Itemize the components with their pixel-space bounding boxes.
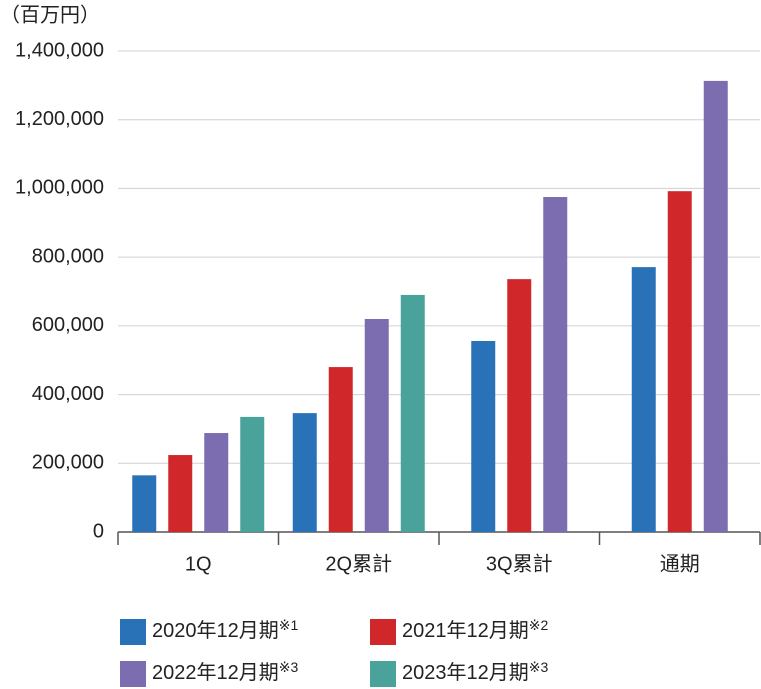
- bar: [507, 279, 532, 532]
- y-tick-label: 1,400,000: [15, 39, 104, 61]
- y-tick-label: 400,000: [32, 383, 104, 405]
- bar: [667, 191, 692, 533]
- bar: [328, 367, 353, 532]
- bar: [168, 455, 193, 532]
- y-tick-label: 200,000: [32, 452, 104, 474]
- bar: [364, 318, 389, 532]
- legend-label: 2022年12月期※3: [152, 659, 298, 685]
- bar: [543, 197, 568, 532]
- x-tick-label: 1Q: [185, 553, 212, 575]
- legend-swatch: [120, 661, 146, 687]
- x-tick-label: 通期: [660, 552, 700, 575]
- x-tick-label: 2Q累計: [325, 552, 392, 575]
- x-tick-label: 3Q累計: [486, 552, 553, 575]
- y-tick-label: 0: [93, 520, 104, 542]
- y-tick-label: 1,000,000: [15, 177, 104, 199]
- bar: [132, 475, 157, 532]
- legend-label: 2021年12月期※2: [402, 617, 548, 643]
- bar: [703, 80, 728, 532]
- y-tick-label: 1,200,000: [15, 108, 104, 130]
- y-tick-label: 800,000: [32, 245, 104, 267]
- bar: [400, 294, 425, 532]
- legend-label: 2023年12月期※3: [402, 659, 548, 685]
- legend-label: 2020年12月期※1: [152, 617, 298, 643]
- bar: [204, 433, 229, 532]
- bar: [471, 340, 496, 532]
- legend-swatch: [370, 661, 396, 687]
- legend-swatch: [120, 619, 146, 645]
- legend-swatch: [370, 619, 396, 645]
- bar: [240, 416, 265, 532]
- y-unit-label: （百万円）: [0, 3, 100, 26]
- bar: [631, 267, 656, 532]
- y-tick-label: 600,000: [32, 314, 104, 336]
- bar: [292, 413, 317, 532]
